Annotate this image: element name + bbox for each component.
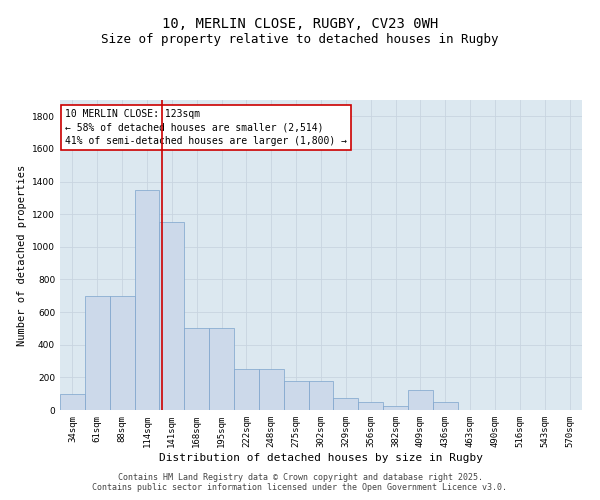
Text: Contains HM Land Registry data © Crown copyright and database right 2025.
Contai: Contains HM Land Registry data © Crown c… xyxy=(92,473,508,492)
Bar xyxy=(110,296,134,410)
Text: 10, MERLIN CLOSE, RUGBY, CV23 0WH: 10, MERLIN CLOSE, RUGBY, CV23 0WH xyxy=(162,18,438,32)
Bar xyxy=(308,382,334,410)
Bar xyxy=(408,390,433,410)
Bar xyxy=(234,369,259,410)
Bar xyxy=(284,382,308,410)
Bar xyxy=(160,222,184,410)
Text: Size of property relative to detached houses in Rugby: Size of property relative to detached ho… xyxy=(101,32,499,46)
Bar xyxy=(134,190,160,410)
Bar xyxy=(85,296,110,410)
Y-axis label: Number of detached properties: Number of detached properties xyxy=(17,164,26,346)
Bar xyxy=(259,369,284,410)
Bar xyxy=(60,394,85,410)
Bar xyxy=(184,328,209,410)
X-axis label: Distribution of detached houses by size in Rugby: Distribution of detached houses by size … xyxy=(159,452,483,462)
Bar xyxy=(334,398,358,410)
Bar xyxy=(358,402,383,410)
Text: 10 MERLIN CLOSE: 123sqm
← 58% of detached houses are smaller (2,514)
41% of semi: 10 MERLIN CLOSE: 123sqm ← 58% of detache… xyxy=(65,110,347,146)
Bar xyxy=(383,406,408,410)
Bar xyxy=(209,328,234,410)
Bar xyxy=(433,402,458,410)
